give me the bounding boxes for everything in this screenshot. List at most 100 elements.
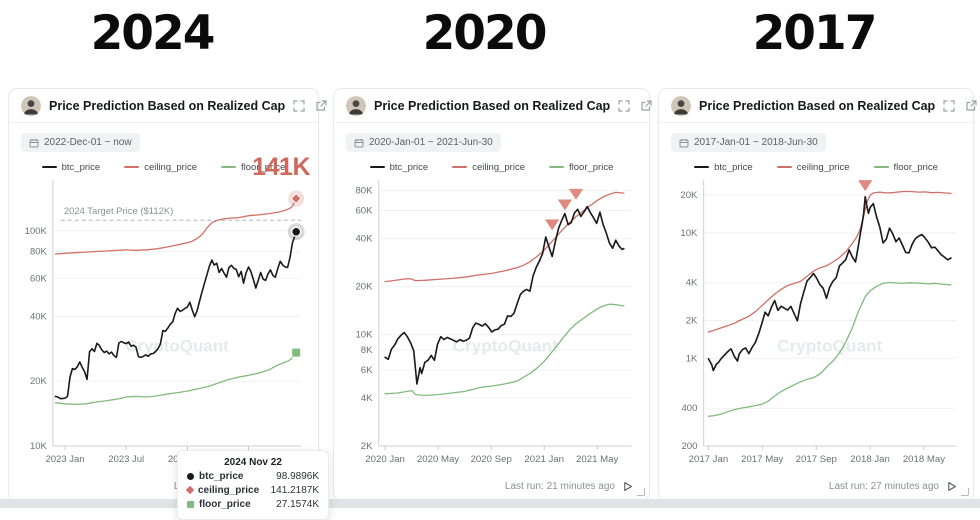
chart-card-2017: Price Prediction Based on Realized Cap ⋮… [658, 88, 977, 501]
avatar [346, 96, 366, 116]
run-query-button[interactable] [946, 481, 957, 492]
legend-label: floor_price [569, 161, 614, 173]
resize-handle-icon[interactable] [961, 488, 969, 496]
svg-text:2017 Jan: 2017 Jan [689, 454, 729, 465]
svg-text:2K: 2K [686, 315, 698, 326]
svg-text:80K: 80K [30, 246, 48, 257]
svg-text:20K: 20K [355, 281, 373, 292]
svg-text:60K: 60K [355, 205, 373, 216]
btc-marker-icon [187, 472, 194, 480]
svg-text:2K: 2K [361, 441, 373, 452]
tooltip-row-btc: btc_price 98.9896K [187, 471, 319, 482]
last-run-text: Last run: 21 minutes ago [504, 481, 615, 492]
date-range-badge[interactable]: 2022-Dec-01 ~ now [21, 133, 140, 152]
date-range-text: 2017-Jan-01 ~ 2018-Jun-30 [694, 137, 818, 148]
date-range-badge[interactable]: 2017-Jan-01 ~ 2018-Jun-30 [671, 133, 826, 152]
legend-item-floor-price[interactable]: floor_price [873, 161, 938, 173]
card-title: Price Prediction Based on Realized Cap [374, 99, 611, 113]
svg-text:2021 Jan: 2021 Jan [524, 454, 564, 465]
svg-text:2018 May: 2018 May [903, 454, 945, 465]
svg-text:20K: 20K [30, 376, 48, 387]
tooltip-date: 2024 Nov 22 [224, 456, 282, 468]
svg-text:2020 Sep: 2020 Sep [471, 454, 512, 465]
chart-card-2020: Price Prediction Based on Realized Cap ⋮… [333, 88, 675, 501]
legend-label: btc_price [61, 161, 101, 173]
svg-text:200: 200 [681, 441, 697, 452]
legend: btc_price ceiling_price floor_price [334, 153, 649, 173]
legend-item-btc-price[interactable]: btc_price [369, 161, 429, 173]
external-link-icon[interactable] [640, 100, 652, 112]
legend-item-btc-price[interactable]: btc_price [41, 161, 101, 173]
svg-text:40K: 40K [30, 311, 48, 322]
ceiling-marker-icon [185, 485, 195, 495]
legend-item-floor-price[interactable]: floor_price [221, 162, 285, 173]
legend-item-ceiling-price[interactable]: ceiling_price [452, 162, 525, 173]
svg-text:4K: 4K [686, 277, 698, 288]
card-header: Price Prediction Based on Realized Cap ⋮ [334, 89, 675, 123]
svg-text:10K: 10K [680, 227, 698, 238]
svg-text:40K: 40K [355, 233, 373, 244]
legend-label: btc_price [714, 161, 753, 173]
floor-marker-icon [187, 500, 194, 508]
svg-text:1K: 1K [686, 353, 698, 364]
legend-item-floor-price[interactable]: floor_price [549, 162, 613, 173]
svg-text:8K: 8K [361, 345, 373, 356]
svg-text:CryptoQuant: CryptoQuant [777, 336, 883, 355]
avatar [671, 96, 691, 116]
svg-text:60K: 60K [30, 273, 48, 284]
tooltip-row-floor: floor_price 27.1574K [187, 499, 319, 510]
card-header: Price Prediction Based on Realized Cap ⋮ [659, 89, 977, 123]
legend-label: ceiling_price [144, 161, 197, 173]
legend-item-ceiling-price[interactable]: ceiling_price [776, 161, 850, 173]
ceiling-price-callout: 141K [252, 153, 310, 181]
fullscreen-icon[interactable] [943, 100, 955, 112]
resize-handle-icon[interactable] [637, 488, 645, 496]
calendar-icon [679, 138, 689, 148]
chart-card-2024: Price Prediction Based on Realized Cap ⋮… [8, 88, 350, 520]
calendar-icon [354, 138, 364, 148]
svg-text:2020 May: 2020 May [417, 454, 460, 465]
svg-text:80K: 80K [355, 185, 373, 196]
last-run-text: Last run: 27 minutes ago [828, 481, 939, 492]
legend: btc_price ceiling_price floor_price [9, 153, 318, 173]
chart-tooltip: 2024 Nov 22 btc_price 98.9896K ceiling_pr… [177, 449, 329, 520]
svg-text:2023 Jul: 2023 Jul [108, 453, 144, 464]
price-chart-2020[interactable]: 2K 4K 6K 8K 10K 20K 40K 60K 80K 2020 Jan 2020 May 2… [334, 174, 649, 474]
tooltip-row-ceiling: ceiling_price 141.2187K [185, 485, 319, 496]
legend-label: ceiling_price [796, 161, 850, 173]
external-link-icon[interactable] [965, 100, 977, 112]
fullscreen-icon[interactable] [618, 100, 630, 112]
external-link-icon[interactable] [315, 100, 327, 112]
date-range-badge[interactable]: 2020-Jan-01 ~ 2021-Jun-30 [346, 133, 501, 152]
svg-text:100K: 100K [25, 225, 48, 236]
run-query-button[interactable] [622, 481, 633, 492]
legend-label: floor_price [241, 161, 286, 173]
svg-text:400: 400 [681, 403, 697, 414]
svg-text:4K: 4K [361, 393, 373, 404]
svg-text:10K: 10K [30, 440, 48, 451]
legend-item-btc-price[interactable]: btc_price [694, 162, 753, 173]
svg-text:CryptoQuant: CryptoQuant [452, 335, 558, 355]
svg-text:2021 May: 2021 May [576, 454, 619, 465]
legend-label: btc_price [389, 161, 429, 173]
year-header-2024: 2024 [90, 6, 216, 61]
legend: btc_price ceiling_price floor_price [659, 153, 973, 173]
legend-item-ceiling-price[interactable]: ceiling_price [124, 162, 197, 173]
svg-text:CryptoQuant: CryptoQuant [125, 336, 229, 355]
svg-text:2017 May: 2017 May [741, 454, 783, 465]
svg-text:2023 Jan: 2023 Jan [46, 453, 85, 464]
svg-text:20K: 20K [680, 190, 698, 201]
price-chart-2024[interactable]: 10K 20K 40K 60K 80K 100K 2023 Jan 2023 Jul 2024 … [9, 174, 318, 474]
card-header: Price Prediction Based on Realized Cap ⋮ [9, 89, 350, 123]
legend-label: ceiling_price [472, 161, 525, 173]
fullscreen-icon[interactable] [293, 100, 305, 112]
last-run-status: Last run: 27 minutes ago [829, 481, 957, 492]
legend-label: floor_price [893, 161, 938, 173]
year-header-2017: 2017 [752, 6, 878, 61]
svg-text:2017 Sep: 2017 Sep [796, 454, 837, 465]
date-range-text: 2020-Jan-01 ~ 2021-Jun-30 [369, 137, 493, 148]
svg-text:10K: 10K [355, 329, 373, 340]
year-header-2020: 2020 [422, 6, 548, 61]
svg-text:2024 Target Price ($112K): 2024 Target Price ($112K) [64, 206, 173, 217]
price-chart-2017[interactable]: 200 400 1K 2K 4K 10K 20K 2017 Jan 2017 May 2017 S… [659, 174, 973, 474]
